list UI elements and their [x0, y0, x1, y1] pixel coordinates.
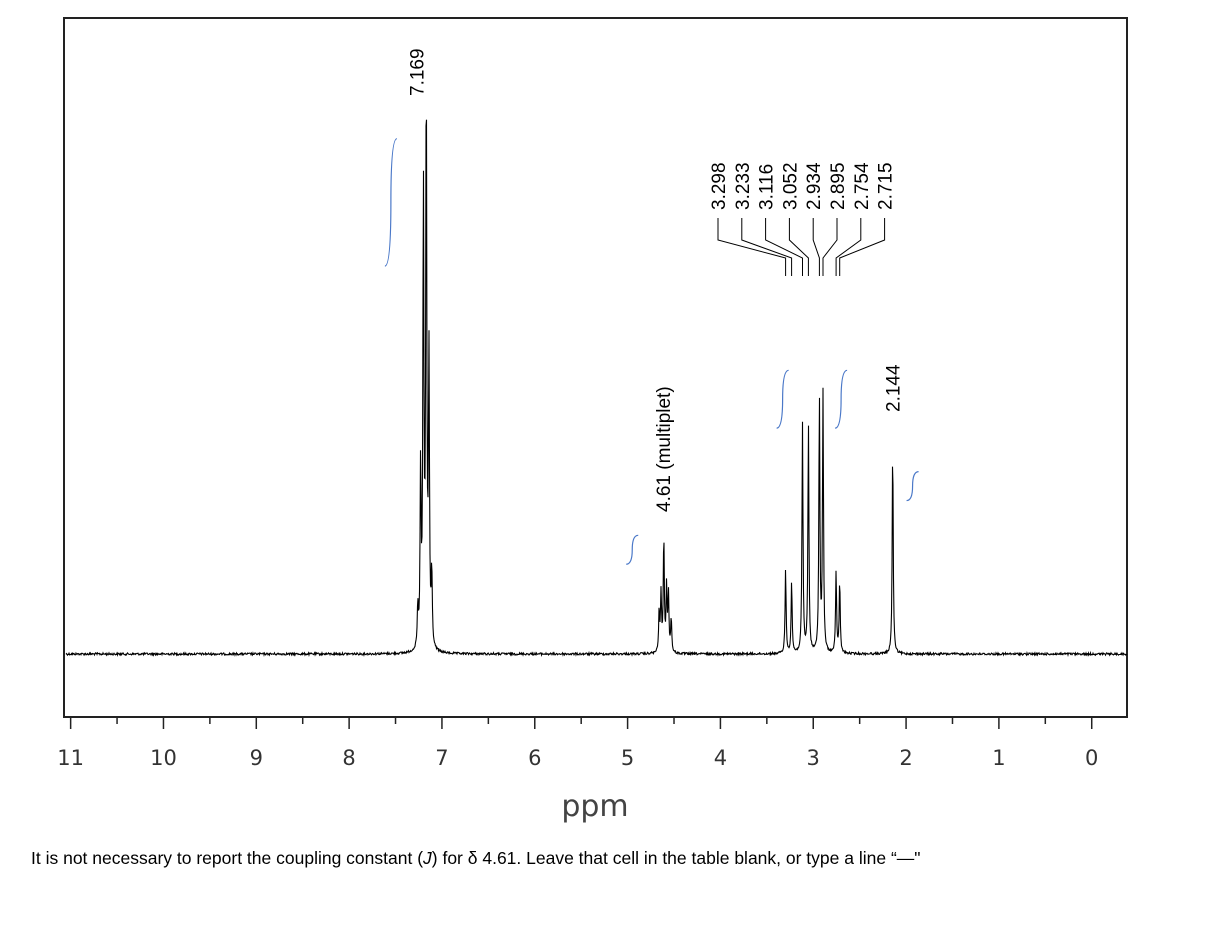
x-axis-ticks [69, 717, 1093, 729]
integral-curve-1 [626, 534, 639, 565]
peak-label-3-116: 3.116 [757, 164, 778, 210]
peak-label-leader [822, 218, 838, 276]
peak-label-leader [717, 218, 787, 276]
peak-label-7-169: 7.169 [407, 48, 428, 96]
x-axis-title: ppm [561, 789, 628, 824]
integral-curve-4 [906, 471, 919, 502]
integral-curve-3 [834, 369, 848, 429]
x-tick-label: 7 [435, 746, 448, 770]
peak-label-4-61: 4.61 (multiplet) [654, 386, 675, 512]
x-tick-label: 3 [807, 746, 820, 770]
peak-label-leader [765, 218, 803, 276]
integral-curve-2 [776, 369, 789, 429]
spectrum-trace [65, 119, 1128, 658]
peak-label-3-233: 3.233 [733, 162, 754, 210]
instruction-note: It is not necessary to report the coupli… [31, 848, 920, 869]
peak-label-leader [741, 218, 793, 276]
peak-label-leader [812, 218, 820, 276]
x-tick-label: 8 [342, 746, 355, 770]
x-tick-label: 6 [528, 746, 541, 770]
note-text-start: It is not necessary to report the coupli… [31, 848, 424, 868]
x-tick-label: 4 [714, 746, 727, 770]
peak-label-leader [839, 218, 886, 276]
peak-label-leader [788, 218, 809, 276]
peak-label-3-052: 3.052 [780, 162, 801, 210]
x-tick-label: 10 [150, 746, 177, 770]
x-tick-label: 11 [57, 746, 84, 770]
peak-label-leader [835, 218, 862, 276]
peak-label-2-895: 2.895 [828, 162, 849, 210]
peak-label-2-144: 2.144 [884, 364, 905, 412]
peak-label-2-715: 2.715 [876, 162, 897, 210]
x-tick-label: 1 [992, 746, 1005, 770]
x-tick-label: 9 [250, 746, 263, 770]
peak-labels: 7.169 4.61 (multiplet) 2.144 3.298 3.233 3.11… [407, 48, 904, 512]
coupling-symbol: J [423, 848, 432, 868]
note-text-end: ) for δ 4.61. Leave that cell in the tab… [431, 848, 921, 868]
x-tick-label: 5 [621, 746, 634, 770]
plot-frame [63, 17, 1128, 718]
integral-curve-0 [384, 138, 398, 267]
x-tick-label: 0 [1085, 746, 1098, 770]
integral-curves [384, 138, 919, 565]
peak-label-3-298: 3.298 [709, 162, 730, 210]
x-axis-tick-labels: 11 10 9 8 7 6 5 4 3 2 1 0 [57, 746, 1098, 770]
peak-label-2-934: 2.934 [804, 162, 825, 210]
x-tick-label: 2 [899, 746, 912, 770]
peak-label-2-754: 2.754 [852, 162, 873, 210]
